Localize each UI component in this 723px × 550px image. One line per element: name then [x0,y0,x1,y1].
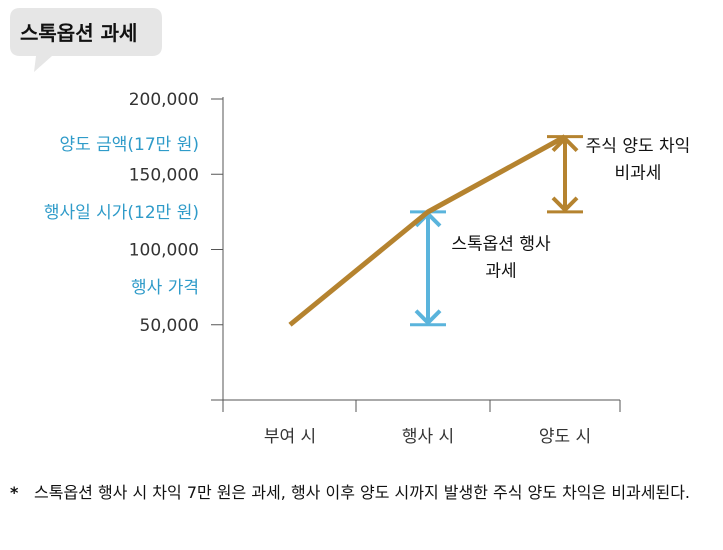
y-tick-labels: 200,000 150,000 100,000 50,000 [129,90,223,336]
y-tick-label: 200,000 [129,90,199,110]
highlight-label: 행사일 시가(12만 원) [44,203,199,223]
annotation-text: 과세 [485,261,516,281]
category-label: 양도 시 [539,427,591,447]
category-labels: 부여 시 행사 시 양도 시 [264,427,591,447]
chart-title: 스톡옵션 과세 [20,21,137,45]
annotation-arrowhead-down [551,196,579,213]
axes [211,97,621,412]
y-tick-label: 50,000 [140,316,199,336]
series-line [288,134,567,327]
annotation-text: 스톡옵션 행사 [451,234,551,254]
highlight-label: 행사 가격 [131,278,199,298]
category-label: 행사 시 [402,427,454,447]
highlight-labels: 양도 금액(17만 원) 행사일 시가(12만 원) 행사 가격 [44,135,199,298]
y-tick-label: 100,000 [129,241,199,261]
annotation-arrowhead-down [414,309,442,326]
title-badge: 스톡옵션 과세 [10,8,162,72]
annotation-text: 주식 양도 차익 [586,136,691,156]
footnote: * 스톡옵션 행사 시 차익 7만 원은 과세, 행사 이후 양도 시까지 발생… [10,480,715,505]
title-badge-shape [10,8,162,72]
footnote-marker: * [10,483,19,502]
category-label: 부여 시 [264,427,316,447]
highlight-label: 양도 금액(17만 원) [59,135,199,155]
footnote-text: 스톡옵션 행사 시 차익 7만 원은 과세, 행사 이후 양도 시까지 발생한 … [34,483,691,502]
y-tick-label: 150,000 [129,165,199,185]
annotation-text: 비과세 [615,163,662,183]
series [288,134,567,327]
